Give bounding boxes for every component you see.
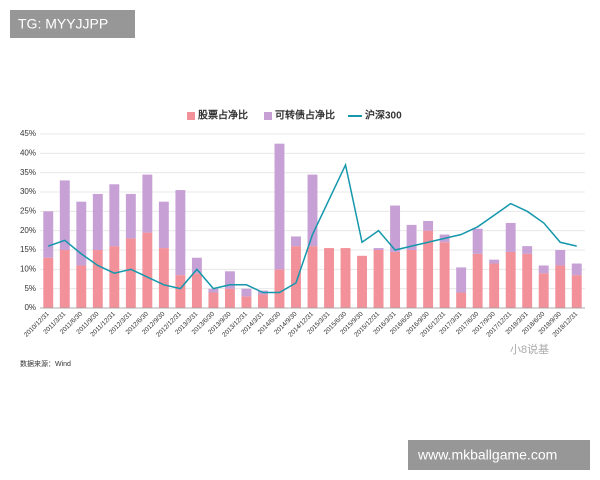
bar-segment bbox=[224, 288, 235, 308]
bar-segment bbox=[125, 193, 136, 239]
y-tick-label: 5% bbox=[24, 284, 36, 293]
legend-swatch bbox=[264, 112, 272, 120]
bar-segment bbox=[505, 251, 516, 308]
bar-segment bbox=[439, 242, 450, 308]
bar-segment bbox=[175, 275, 186, 308]
bar-segment bbox=[191, 257, 202, 274]
legend-label: 股票占净比 bbox=[198, 109, 248, 122]
bar-segment bbox=[307, 246, 318, 308]
bar-segment bbox=[59, 180, 70, 250]
bar-segment bbox=[456, 267, 467, 293]
bar-segment bbox=[324, 248, 334, 308]
y-tick-label: 40% bbox=[20, 148, 36, 157]
bar-segment bbox=[390, 205, 401, 252]
bar-segment bbox=[43, 211, 54, 258]
bar-segment bbox=[125, 238, 136, 308]
bar-segment bbox=[241, 296, 252, 308]
bar-segment bbox=[357, 255, 367, 308]
legend-label: 可转债占净比 bbox=[275, 109, 335, 122]
bar-segment bbox=[92, 193, 103, 250]
bar-segment bbox=[423, 221, 434, 231]
bar-segment bbox=[373, 250, 384, 308]
bar-segment bbox=[571, 275, 582, 308]
bar-segment bbox=[390, 251, 401, 308]
watermark: 小8说基 bbox=[510, 342, 549, 356]
overlay-box bbox=[408, 440, 590, 470]
bar-segment bbox=[423, 230, 434, 308]
overlay-box bbox=[10, 10, 135, 38]
y-tick-label: 35% bbox=[20, 168, 36, 177]
bar-segment bbox=[142, 232, 153, 308]
bar-segment bbox=[241, 288, 252, 297]
bar-segment bbox=[522, 253, 533, 308]
bar-segment bbox=[489, 263, 500, 308]
bar-segment bbox=[208, 288, 219, 293]
bar-segment bbox=[258, 294, 268, 308]
bar-segment bbox=[142, 174, 153, 233]
y-tick-label: 15% bbox=[20, 245, 36, 254]
bar-segment bbox=[92, 250, 103, 308]
bar-segment bbox=[472, 253, 483, 308]
bar-segment bbox=[109, 246, 120, 308]
bar-segment bbox=[291, 246, 301, 308]
source-note: 数据来源：Wind bbox=[20, 359, 71, 368]
bar-segment bbox=[191, 273, 202, 308]
bar-segment bbox=[406, 224, 417, 250]
bar-segment bbox=[373, 248, 384, 250]
bar-segment bbox=[505, 222, 516, 252]
bar-segment bbox=[538, 273, 549, 308]
bar-segment bbox=[76, 265, 87, 308]
bar-segment bbox=[472, 228, 483, 254]
bar-segment bbox=[274, 269, 285, 308]
bar-segment bbox=[522, 246, 533, 254]
bar-segment bbox=[307, 174, 318, 247]
bar-segment bbox=[291, 236, 301, 247]
bar-segment bbox=[59, 250, 70, 308]
bar-segment bbox=[571, 263, 582, 276]
bar-segment bbox=[43, 257, 54, 308]
bar-segment bbox=[109, 184, 120, 247]
bar-segment bbox=[76, 201, 87, 266]
bar-segment bbox=[158, 201, 169, 249]
bar-segment bbox=[456, 292, 467, 308]
legend-swatch bbox=[187, 112, 195, 120]
bar-segment bbox=[274, 143, 285, 270]
legend: 股票占净比 可转债占净比 沪深300 bbox=[187, 109, 402, 122]
y-tick-label: 0% bbox=[24, 303, 36, 312]
bar-segment bbox=[555, 250, 566, 266]
line-series bbox=[48, 162, 577, 294]
bar-segment bbox=[175, 190, 186, 276]
y-tick-label: 20% bbox=[20, 226, 36, 235]
bar-segment bbox=[158, 248, 169, 308]
bar-segment bbox=[489, 259, 500, 264]
bar-segment bbox=[208, 292, 219, 308]
bar-segment bbox=[555, 265, 566, 308]
bar-segment bbox=[538, 265, 549, 274]
bar-segment bbox=[406, 250, 417, 308]
y-tick-label: 25% bbox=[20, 206, 36, 215]
overlay-text: TG: MYYJJPP bbox=[18, 16, 108, 32]
legend-label: 沪深300 bbox=[365, 109, 402, 122]
y-tick-label: 10% bbox=[20, 264, 36, 273]
overlay-text: www.mkballgame.com bbox=[417, 447, 557, 463]
y-tick-label: 45% bbox=[20, 129, 36, 138]
y-tick-label: 30% bbox=[20, 187, 36, 196]
bar-segment bbox=[224, 271, 235, 289]
bar-segment bbox=[340, 248, 351, 308]
